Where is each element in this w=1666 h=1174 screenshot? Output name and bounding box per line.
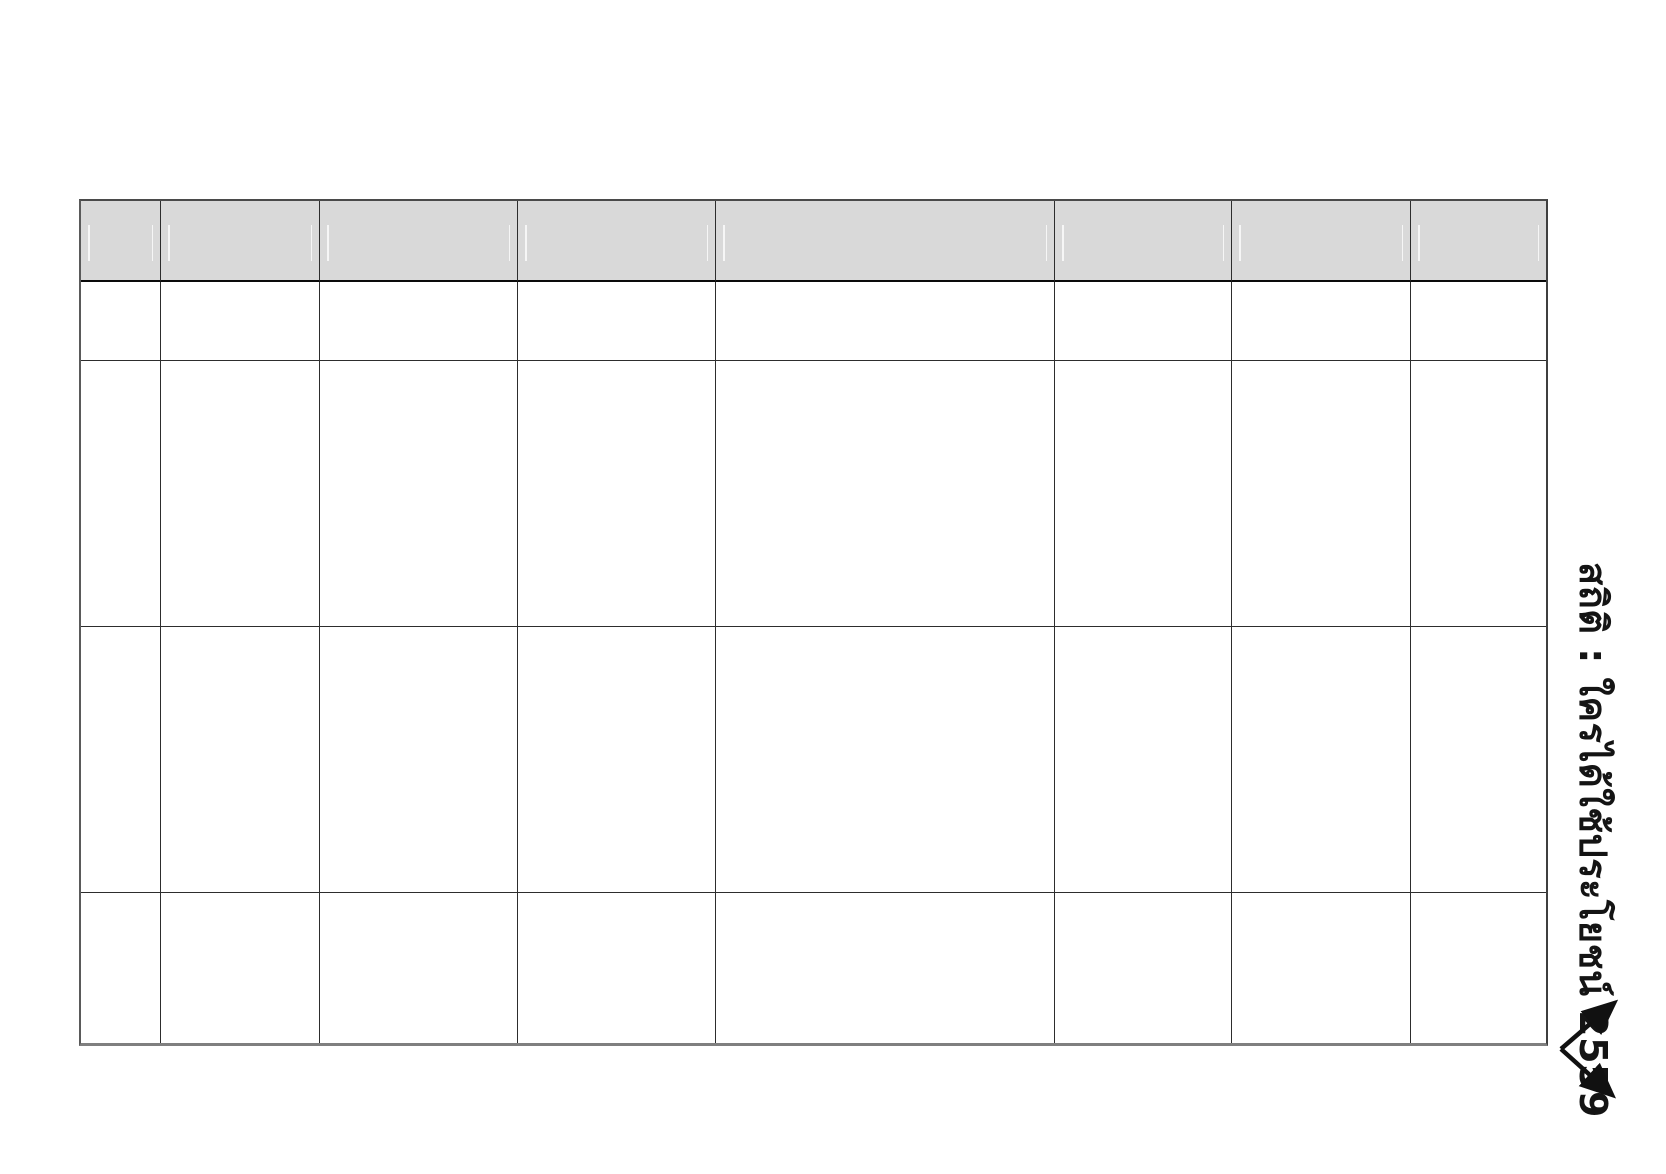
table-cell: [161, 282, 320, 361]
header-cell: [81, 201, 161, 282]
header-cell: [1411, 201, 1546, 282]
table-cell: [1411, 627, 1546, 893]
table-cell: [320, 361, 518, 627]
table-cell: [1411, 893, 1546, 1043]
table-cell: [81, 627, 161, 893]
header-cell: [161, 201, 320, 282]
header-cell: [518, 201, 716, 282]
table-cell: [1055, 282, 1232, 361]
header-cell: [1232, 201, 1411, 282]
table-cell: [716, 627, 1055, 893]
table-cell: [161, 893, 320, 1043]
double-diverging-arrow-icon: [1559, 999, 1619, 1099]
header-cell: [1055, 201, 1232, 282]
header-cell: [320, 201, 518, 282]
table-cell: [518, 627, 716, 893]
table-cell: [1411, 361, 1546, 627]
header-cell: [716, 201, 1055, 282]
table-cell: [1232, 893, 1411, 1043]
table-cell: [1232, 361, 1411, 627]
table-cell: [320, 282, 518, 361]
table-cell: [518, 893, 716, 1043]
table-cell: [716, 282, 1055, 361]
table-cell: [161, 627, 320, 893]
table-cell: [1232, 282, 1411, 361]
table-cell: [320, 627, 518, 893]
table-cell: [81, 893, 161, 1043]
table-cell: [518, 282, 716, 361]
table-cell: [1055, 893, 1232, 1043]
table-cell: [1411, 282, 1546, 361]
table-cell: [81, 282, 161, 361]
table-cell: [161, 361, 320, 627]
table-cell: [716, 893, 1055, 1043]
table-cell: [518, 361, 716, 627]
table-cell: [320, 893, 518, 1043]
table-cell: [81, 361, 161, 627]
table-cell: [1055, 627, 1232, 893]
table-cell: [1055, 361, 1232, 627]
table-cell: [716, 361, 1055, 627]
blank-form-table: [79, 199, 1548, 1046]
table-cell: [1232, 627, 1411, 893]
